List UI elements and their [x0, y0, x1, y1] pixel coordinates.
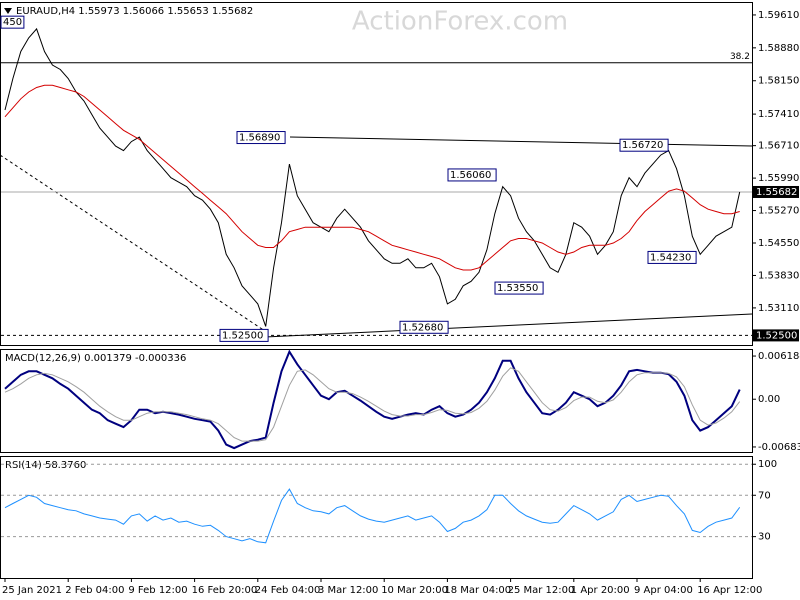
annotation-label: 1.52680 — [402, 322, 443, 333]
y-tick-label: 1.55270 — [758, 206, 799, 217]
fib-label: 38.2 — [730, 52, 750, 62]
price-box — [753, 185, 799, 198]
price-box-label: 1.55682 — [756, 187, 797, 198]
annotation-box — [236, 131, 286, 145]
annotation-box — [494, 281, 544, 295]
annotation-label: 1.56720 — [622, 140, 663, 151]
watermark: ActionForex.com — [352, 7, 568, 37]
y-tick-label: 1.54550 — [758, 238, 799, 249]
price-box — [753, 329, 799, 342]
x-tick-label: 16 Apr 12:00 — [697, 585, 762, 596]
y-tick-label: 0.00 — [758, 394, 780, 405]
price-panel — [0, 2, 753, 346]
y-tick-label: -0.006837 — [758, 442, 800, 453]
annotation-label: 1.56890 — [239, 133, 280, 144]
y-tick-label: 1.57410 — [758, 109, 799, 120]
x-tick-label: 3 Mar 12:00 — [318, 585, 378, 596]
annotation-label: 1.52500 — [222, 330, 263, 341]
resistance-line — [289, 136, 753, 147]
annotation-box — [619, 138, 669, 152]
x-tick-label: 9 Feb 12:00 — [128, 585, 187, 596]
x-tick-label: 10 Mar 20:00 — [381, 585, 448, 596]
price-box-label: 1.52500 — [756, 330, 797, 341]
series-line — [4, 488, 741, 544]
x-tick-label: 1 Apr 20:00 — [571, 585, 630, 596]
x-tick-label: 2 Feb 04:00 — [65, 585, 124, 596]
macd-title: MACD(12,26,9) 0.001379 -0.000336 — [5, 353, 186, 364]
x-tick-label: 18 Mar 04:00 — [444, 585, 511, 596]
y-tick-label: 1.53830 — [758, 270, 799, 281]
x-tick-label: 25 Mar 12:00 — [508, 585, 575, 596]
y-tick-label: 1.56710 — [758, 141, 799, 152]
y-tick-label: 1.59610 — [758, 10, 799, 21]
price-title: EURAUD,H4 1.55973 1.56066 1.55653 1.5568… — [16, 6, 253, 17]
y-tick-label: 1.53110 — [758, 303, 799, 314]
y-tick-label: 70 — [758, 490, 771, 501]
y-tick-label: 1.55990 — [758, 173, 799, 184]
y-tick-label: 0.006184 — [758, 351, 800, 362]
series-line — [4, 27, 741, 327]
annotation-box — [399, 320, 449, 334]
series-line — [4, 84, 740, 271]
menu-arrow[interactable] — [4, 8, 12, 14]
rsi-title: RSI(14) 58.3760 — [5, 460, 86, 471]
annotation-label: 450 — [3, 17, 22, 28]
series-line — [4, 349, 741, 450]
annotation-box — [0, 15, 25, 29]
annotation-label: 1.56060 — [450, 170, 491, 181]
y-tick-label: 100 — [758, 459, 777, 470]
y-tick-label: 1.58880 — [758, 43, 799, 54]
x-tick-label: 9 Apr 04:00 — [634, 585, 693, 596]
macd-panel — [0, 349, 753, 453]
annotation-label: 1.53550 — [497, 283, 538, 294]
x-tick-label: 16 Feb 20:00 — [192, 585, 258, 596]
y-tick-label: 30 — [758, 532, 771, 543]
annotation-box — [447, 168, 497, 182]
annotation-label: 1.54230 — [650, 252, 691, 263]
annotation-box — [647, 250, 697, 264]
x-tick-label: 24 Feb 04:00 — [255, 585, 321, 596]
series-line — [4, 367, 741, 442]
annotation-box — [219, 328, 269, 342]
rsi-panel — [0, 456, 753, 579]
support-line — [264, 313, 753, 338]
x-tick-label: 25 Jan 2021 — [2, 585, 62, 596]
y-tick-label: 1.58150 — [758, 76, 799, 87]
